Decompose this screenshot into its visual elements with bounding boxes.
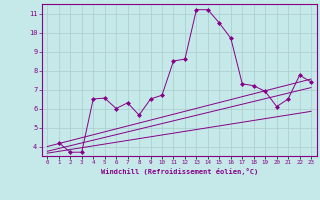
X-axis label: Windchill (Refroidissement éolien,°C): Windchill (Refroidissement éolien,°C) [100, 168, 258, 175]
